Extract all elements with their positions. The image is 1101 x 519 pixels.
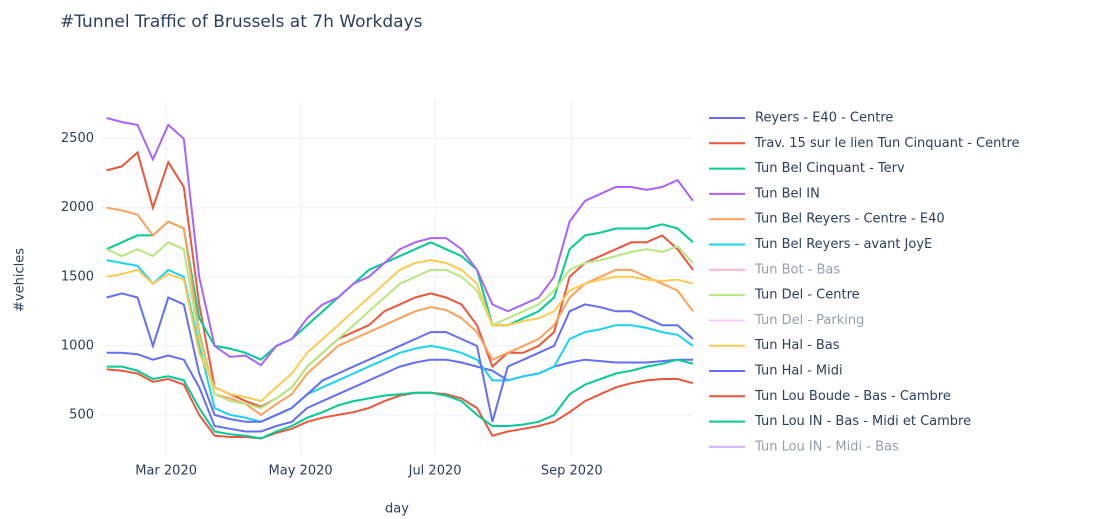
legend-label[interactable]: Tun Hal - Midi [754, 364, 843, 379]
x-tick-label: Mar 2020 [135, 464, 197, 479]
series-line [106, 358, 694, 440]
x-tick-label: May 2020 [269, 464, 333, 479]
series-line [106, 220, 694, 361]
x-axis-label: day [385, 502, 409, 517]
legend-label[interactable]: Tun Bot - Bas [754, 262, 840, 277]
legend-label[interactable]: Tun Del - Centre [754, 288, 860, 303]
y-tick-label: 500 [69, 407, 94, 422]
x-tick-label: Jul 2020 [408, 464, 462, 479]
series-line [106, 206, 694, 417]
y-tick-label: 2000 [61, 200, 94, 215]
y-tick-label: 1000 [61, 338, 94, 353]
series-line [106, 117, 694, 367]
series-line [106, 150, 694, 408]
chart-title: #Tunnel Traffic of Brussels at 7h Workda… [60, 12, 423, 32]
series-line [106, 351, 693, 433]
series-line [106, 241, 694, 410]
y-tick-label: 1500 [61, 269, 94, 284]
legend-label[interactable]: Tun Bel IN [754, 186, 820, 201]
legend-label[interactable]: Tun Lou Boude - Bas - Cambre [754, 389, 951, 404]
legend-label[interactable]: Tun Bel Reyers - avant JoyE [754, 237, 932, 252]
x-tick-label: Sep 2020 [541, 464, 603, 479]
series-line [106, 259, 694, 403]
legend-label[interactable]: Trav. 15 sur le lien Tun Cinquant - Cent… [754, 136, 1020, 151]
legend-label[interactable]: Tun Lou IN - Midi - Bas [754, 439, 899, 454]
legend-label[interactable]: Tun Lou IN - Bas - Midi et Cambre [754, 414, 971, 429]
legend-label[interactable]: Tun Bel Reyers - Centre - E40 [754, 212, 945, 227]
series-line [106, 292, 694, 423]
legend-label[interactable]: Tun Hal - Bas [754, 338, 840, 353]
legend-label[interactable]: Tun Del - Parking [754, 313, 864, 328]
y-tick-label: 2500 [61, 131, 94, 146]
series-line [106, 368, 694, 440]
legend-label[interactable]: Reyers - E40 - Centre [755, 111, 893, 126]
legend-label[interactable]: Tun Bel Cinquant - Terv [754, 161, 905, 176]
y-axis-label: #vehicles [13, 248, 28, 312]
